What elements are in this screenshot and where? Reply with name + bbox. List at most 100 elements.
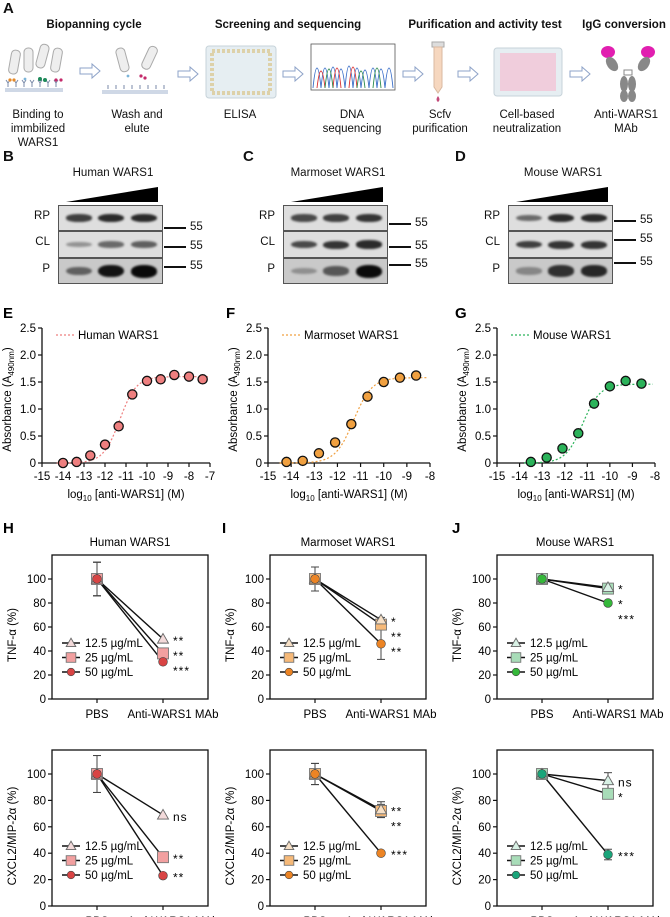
series-line [541,578,609,590]
blot-strip-rp [508,205,613,231]
circle-marker [92,769,102,779]
circle-marker [158,870,168,881]
y-tick-label: 20 [478,875,491,887]
x-tick-label: -11 [118,471,134,483]
data-point [620,375,631,387]
protein-band [581,265,607,277]
y-axis-label: CXCL2/MIP-2α (%) [452,787,464,886]
data-point [573,428,584,439]
concentration-wedge-icon [516,187,608,202]
caption-line: Wash and [111,109,163,121]
triangle-marker [374,803,388,815]
x-tick-label: PBS [530,709,553,721]
data-point [557,443,568,454]
square-marker [510,652,522,663]
x-tick-label: Anti-WARS1 MAb [346,709,437,721]
protein-band [66,241,92,248]
y-tick-label: 0 [258,901,264,913]
y-tick-label: 0 [485,458,491,470]
significance-label: ** [391,630,402,644]
blot-row-label: CL [260,236,275,248]
workflow-illustrations [5,41,655,102]
size-marker-line [164,246,186,248]
square-marker [283,855,295,866]
protein-band [548,265,574,277]
x-label-text: [anti-WARS1] (M) [542,489,635,501]
panel-label-j: J [452,520,460,537]
x-axis-label: log10 [anti-WARS1] (M) [290,489,407,503]
blot-row-label: P [492,263,500,275]
data-point [99,439,111,450]
chart-title: Mouse WARS1 [536,537,614,549]
blot-title: Human WARS1 [72,167,154,179]
y-tick-label: 0 [485,901,491,913]
x-tick-label: -15 [489,471,506,483]
data-point [588,398,600,409]
y-tick-label: 80 [478,598,491,610]
y-tick-label: 0.5 [246,431,262,443]
y-tick-label: 40 [478,646,491,658]
significance-label: ** [173,649,184,663]
data-point [169,369,180,381]
size-marker-label: 55 [640,256,653,268]
x-tick-label: -14 [511,471,528,483]
y-tick-label: 100 [27,769,46,781]
x-tick-label: -12 [329,471,346,483]
y-tick-label: 2.5 [475,323,491,335]
protein-band [516,267,542,275]
data-point [183,371,195,382]
protein-band [356,214,382,222]
triangle-marker [510,840,522,851]
y-axis-label: TNF-α (%) [225,608,237,662]
protein-band [548,240,574,249]
legend-label: 12.5 µg/mL [303,638,361,650]
x-tick-label: -15 [260,471,277,483]
legend-label: 12.5 µg/mL [530,638,588,650]
significance-label: ** [173,634,184,648]
y-label-text: Absorbance (A [228,375,240,451]
y-axis-label: CXCL2/MIP-2α (%) [7,787,19,886]
blot-row-label: P [42,263,50,275]
data-point [410,370,422,381]
chart-title: Marmoset WARS1 [301,537,396,549]
legend-label: 25 µg/mL [303,653,352,665]
size-marker-line [164,266,186,268]
x-tick-label: -10 [602,471,619,483]
legend-label: 12.5 µg/mL [303,841,361,853]
data-point [71,456,82,468]
circle-marker [66,667,76,677]
step-caption-binding: Binding to immbilized WARS1 [11,108,65,150]
x-tick-label: -8 [650,471,660,483]
y-tick-label: 80 [33,598,46,610]
significance-label: * [391,615,397,629]
circle-marker [603,598,613,608]
y-tick-label: 100 [245,574,264,586]
y-tick-label: 0.5 [475,431,491,443]
legend-label: Human WARS1 [78,330,159,342]
size-marker-label: 55 [415,240,428,252]
series-line [314,773,382,854]
protein-band [98,264,124,278]
significance-label: ** [173,871,184,885]
caption-line: immbilized [10,123,66,135]
legend-label: 25 µg/mL [530,653,579,665]
blot-strip-rp [283,205,388,231]
data-point [113,421,124,432]
section-igg-conversion: IgG conversion [582,19,666,31]
protein-band [581,213,607,223]
legend-label: Marmoset WARS1 [304,330,399,342]
data-point [636,378,647,389]
arrow-icon [282,65,304,83]
x-label-subscript: 10 [533,494,542,503]
data-point [155,374,166,385]
step-caption-wash: Wash and elute [111,108,162,136]
legend-label: 25 µg/mL [85,653,134,665]
triangle-marker [156,808,170,820]
y-tick-label: 60 [251,622,264,634]
circle-marker [511,870,521,880]
x-tick-label: PBS [303,709,326,721]
series-line [96,773,164,877]
y-tick-label: 80 [478,795,491,807]
protein-band [581,240,607,249]
legend-label: 50 µg/mL [85,667,134,679]
